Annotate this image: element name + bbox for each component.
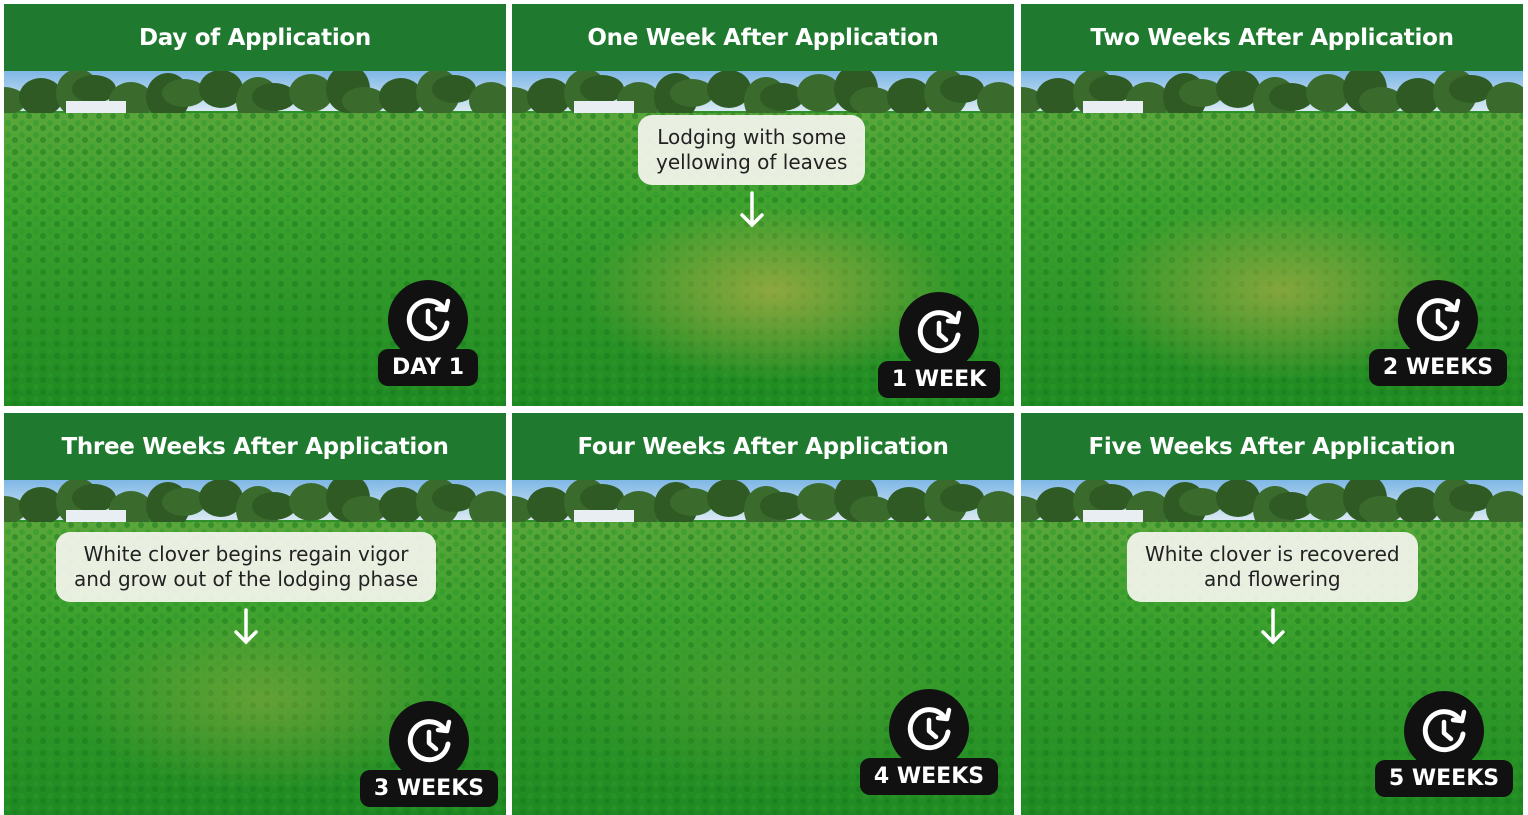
building xyxy=(1083,101,1143,115)
callout-line: yellowing of leaves xyxy=(656,150,847,175)
badge: 5 WEEKS xyxy=(1375,760,1513,797)
panel: Day of Application DAY 1 xyxy=(4,4,506,406)
building xyxy=(574,510,634,524)
building xyxy=(574,101,634,115)
timer: 1 WEEK xyxy=(869,291,1009,398)
tree xyxy=(760,492,804,520)
panel-title: Two Weeks After Application xyxy=(1021,4,1523,71)
panel-title: Five Weeks After Application xyxy=(1021,413,1523,480)
tree xyxy=(1359,496,1403,524)
badge: 3 WEEKS xyxy=(360,770,498,807)
building xyxy=(66,510,126,524)
arrow-shape xyxy=(742,193,762,225)
tree xyxy=(1359,87,1403,115)
tree xyxy=(342,496,386,524)
arrow xyxy=(231,608,261,648)
tree xyxy=(670,79,714,107)
tree xyxy=(1179,488,1223,516)
building xyxy=(1083,510,1143,524)
badge: 1 WEEK xyxy=(878,361,1000,398)
callout-line: White clover is recovered xyxy=(1145,542,1400,567)
tree xyxy=(670,488,714,516)
tree xyxy=(342,87,386,115)
panel-title: One Week After Application xyxy=(512,4,1014,71)
page: (() => { const data = JSON.parse(documen… xyxy=(0,0,1528,815)
badge: 4 WEEKS xyxy=(860,758,998,795)
tree xyxy=(252,492,296,520)
callout-line: Lodging with some xyxy=(656,125,847,150)
timer: DAY 1 xyxy=(358,279,498,386)
tree xyxy=(850,87,894,115)
panel: Two Weeks After Application 2 WEEKS xyxy=(1021,4,1523,406)
tree xyxy=(162,488,206,516)
badge: DAY 1 xyxy=(378,349,478,386)
arrow-shape xyxy=(1263,610,1283,642)
tree xyxy=(1179,79,1223,107)
badge: 2 WEEKS xyxy=(1369,349,1507,386)
tree xyxy=(162,79,206,107)
panel: Four Weeks After Application 4 WEEKS xyxy=(512,413,1014,815)
callout-line: and grow out of the lodging phase xyxy=(74,567,418,592)
building xyxy=(66,101,126,115)
panel-title: Four Weeks After Application xyxy=(512,413,1014,480)
callout-line: and flowering xyxy=(1145,567,1400,592)
panel-title: Three Weeks After Application xyxy=(4,413,506,480)
panel: One Week After Application Lodging with s… xyxy=(512,4,1014,406)
tree xyxy=(1269,492,1313,520)
arrow xyxy=(737,191,767,231)
callout-line: White clover begins regain vigor xyxy=(74,542,418,567)
arrow xyxy=(1258,608,1288,648)
timer: 3 WEEKS xyxy=(359,700,499,807)
panel: Five Weeks After Application White clover… xyxy=(1021,413,1523,815)
tree xyxy=(252,83,296,111)
tree xyxy=(1269,83,1313,111)
timer: 4 WEEKS xyxy=(859,688,999,795)
tree xyxy=(850,496,894,524)
timer: 2 WEEKS xyxy=(1368,279,1508,386)
arrow-shape xyxy=(236,610,256,642)
timer: 5 WEEKS xyxy=(1374,690,1514,797)
panel: Three Weeks After Application White clove… xyxy=(4,413,506,815)
panel-title: Day of Application xyxy=(4,4,506,71)
tree xyxy=(760,83,804,111)
